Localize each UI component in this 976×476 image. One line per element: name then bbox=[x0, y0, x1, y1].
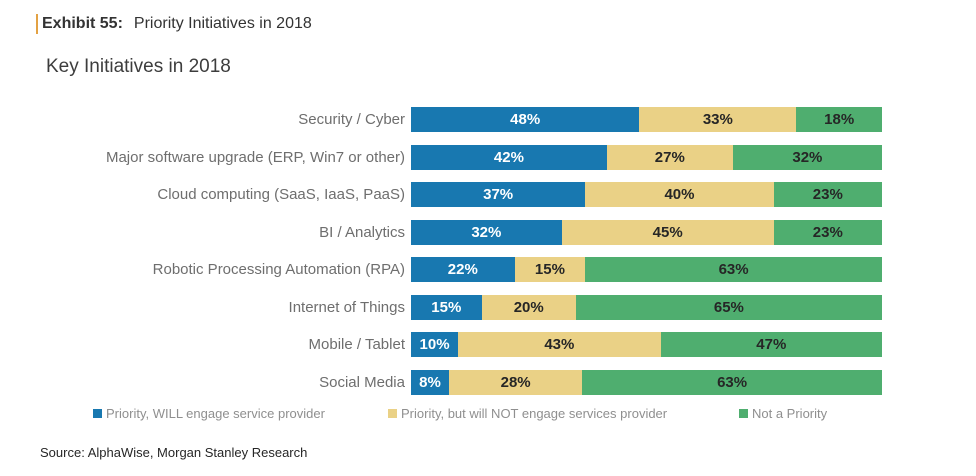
segment-value-label: 15% bbox=[431, 298, 462, 316]
chart-row: Major software upgrade (ERP, Win7 or oth… bbox=[0, 144, 976, 170]
bar-segment: 18% bbox=[796, 107, 882, 132]
segment-value-label: 48% bbox=[510, 111, 541, 128]
bar-segment: 47% bbox=[660, 332, 882, 357]
bar-segment: 8% bbox=[411, 369, 450, 395]
legend-swatch-icon bbox=[388, 409, 397, 418]
segment-value-label: 15% bbox=[534, 261, 565, 278]
segment-value-label: 8% bbox=[419, 373, 441, 391]
bar-segment: 15% bbox=[411, 294, 482, 320]
exhibit-accent-bar bbox=[36, 14, 38, 34]
category-label: Cloud computing (SaaS, IaaS, PaaS) bbox=[157, 186, 405, 203]
segment-value-label: 32% bbox=[792, 148, 823, 166]
stacked-bar: 8% 28% 63% bbox=[411, 369, 882, 395]
source-note: Source: AlphaWise, Morgan Stanley Resear… bbox=[40, 445, 308, 460]
category-label: Internet of Things bbox=[288, 298, 405, 316]
segment-value-label: 23% bbox=[812, 186, 843, 203]
bar-segment: 48% bbox=[411, 107, 640, 132]
exhibit-title: Priority Initiatives in 2018 bbox=[133, 15, 312, 32]
bar-segment: 27% bbox=[606, 144, 733, 170]
legend-label: Not a Priority bbox=[752, 406, 828, 421]
stacked-bar: 42% 27% 32% bbox=[411, 144, 882, 170]
bar-segment: 40% bbox=[585, 182, 774, 207]
segment-value-label: 37% bbox=[483, 186, 514, 203]
bar-segment: 22% bbox=[411, 257, 515, 282]
category-label: BI / Analytics bbox=[319, 223, 405, 241]
legend-swatch-icon bbox=[93, 409, 102, 418]
segment-value-label: 22% bbox=[447, 261, 478, 278]
bar-segment: 37% bbox=[411, 182, 586, 207]
chart-row: Cloud computing (SaaS, IaaS, PaaS) 37% 40%… bbox=[0, 182, 976, 207]
bar-segment: 32% bbox=[411, 219, 562, 245]
chart-row: Robotic Processing Automation (RPA) 22% 15… bbox=[0, 257, 976, 282]
exhibit-label: Exhibit 55: bbox=[42, 15, 123, 32]
segment-value-label: 42% bbox=[493, 148, 524, 166]
bar-segment: 42% bbox=[411, 144, 607, 170]
legend-label: Priority, but will NOT engage services p… bbox=[401, 406, 668, 421]
segment-value-label: 65% bbox=[713, 298, 744, 316]
segment-value-label: 45% bbox=[652, 223, 683, 241]
legend-swatch-icon bbox=[739, 409, 748, 418]
bar-segment: 28% bbox=[449, 369, 583, 395]
stacked-bar: 32% 45% 23% bbox=[411, 219, 882, 245]
category-label: Social Media bbox=[319, 373, 405, 391]
bar-segment: 10% bbox=[411, 332, 459, 357]
bar-segment: 23% bbox=[773, 182, 882, 207]
segment-value-label: 32% bbox=[471, 223, 502, 241]
segment-value-label: 63% bbox=[718, 261, 749, 278]
stacked-bar: 37% 40% 23% bbox=[411, 182, 882, 207]
chart-row: Mobile / Tablet 10% 43% 47% bbox=[0, 332, 976, 357]
bar-segment: 63% bbox=[582, 369, 882, 395]
legend-item: Not a Priority bbox=[739, 406, 827, 421]
segment-value-label: 23% bbox=[812, 223, 843, 241]
exhibit-header: Exhibit 55: Priority Initiatives in 2018 bbox=[36, 13, 312, 35]
category-label: Robotic Processing Automation (RPA) bbox=[152, 261, 405, 278]
stacked-bar-chart: Security / Cyber 48% 33% 18% Major software … bbox=[0, 107, 976, 407]
bar-segment: 33% bbox=[639, 107, 797, 132]
legend-label: Priority, WILL engage service provider bbox=[106, 406, 325, 421]
segment-value-label: 33% bbox=[702, 111, 733, 128]
bar-segment: 65% bbox=[575, 294, 882, 320]
bar-segment: 43% bbox=[458, 332, 661, 357]
segment-value-label: 43% bbox=[544, 336, 575, 353]
bar-segment: 20% bbox=[481, 294, 576, 320]
bar-segment: 45% bbox=[561, 219, 774, 245]
segment-value-label: 18% bbox=[824, 111, 855, 128]
legend-item: Priority, WILL engage service provider bbox=[93, 406, 325, 421]
bar-segment: 32% bbox=[732, 144, 882, 170]
chart-legend: Priority, WILL engage service provider Pr… bbox=[0, 406, 976, 424]
bar-segment: 23% bbox=[773, 219, 882, 245]
category-label: Major software upgrade (ERP, Win7 or oth… bbox=[105, 148, 405, 166]
segment-value-label: 40% bbox=[664, 186, 695, 203]
bar-segment: 63% bbox=[585, 257, 882, 282]
segment-value-label: 10% bbox=[419, 336, 450, 353]
chart-title: Key Initiatives in 2018 bbox=[46, 56, 231, 77]
segment-value-label: 28% bbox=[500, 373, 531, 391]
category-label: Security / Cyber bbox=[298, 111, 405, 128]
stacked-bar: 48% 33% 18% bbox=[411, 107, 882, 132]
legend-item: Priority, but will NOT engage services p… bbox=[388, 406, 667, 421]
chart-row: Security / Cyber 48% 33% 18% bbox=[0, 107, 976, 132]
stacked-bar: 10% 43% 47% bbox=[411, 332, 882, 357]
category-label: Mobile / Tablet bbox=[308, 336, 405, 353]
bar-segment: 15% bbox=[514, 257, 586, 282]
stacked-bar: 22% 15% 63% bbox=[411, 257, 882, 282]
segment-value-label: 27% bbox=[654, 148, 685, 166]
chart-row: BI / Analytics 32% 45% 23% bbox=[0, 219, 976, 245]
segment-value-label: 47% bbox=[756, 336, 787, 353]
chart-row: Internet of Things 15% 20% 65% bbox=[0, 294, 976, 320]
chart-row: Social Media 8% 28% 63% bbox=[0, 369, 976, 395]
stacked-bar: 15% 20% 65% bbox=[411, 294, 882, 320]
segment-value-label: 63% bbox=[717, 373, 748, 391]
segment-value-label: 20% bbox=[513, 298, 544, 316]
